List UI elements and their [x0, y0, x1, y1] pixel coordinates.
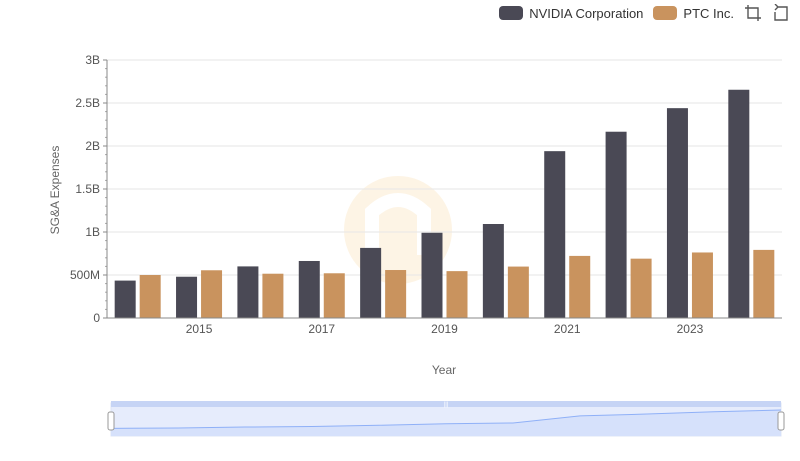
legend-item-ptc[interactable]: PTC Inc. [653, 6, 734, 21]
bars-group [114, 89, 775, 318]
bar-ptc-2018[interactable] [385, 270, 407, 318]
bar-ptc-2021[interactable] [569, 255, 591, 318]
range-slider[interactable]: ||| [107, 401, 785, 437]
y-axis-title: SG&A Expenses [48, 146, 62, 235]
bar-ptc-2014[interactable] [139, 275, 161, 318]
bar-nvidia-2018[interactable] [360, 247, 382, 318]
bar-ptc-2016[interactable] [262, 273, 284, 318]
slider-top-bar[interactable] [111, 401, 781, 407]
bar-ptc-2020[interactable] [507, 266, 529, 318]
slider-handle-right[interactable] [777, 411, 785, 431]
slider-grip[interactable]: ||| [444, 402, 449, 408]
bar-ptc-2023[interactable] [691, 252, 713, 318]
y-tick-label: 2B [85, 139, 100, 153]
legend-swatch [653, 6, 678, 20]
bar-ptc-2015[interactable] [201, 270, 223, 318]
slider-handle-left[interactable] [107, 411, 115, 431]
y-tick-label: 1B [85, 225, 100, 239]
crop-zoom-icon[interactable] [744, 4, 762, 22]
slider-area [111, 410, 781, 436]
bar-nvidia-2020[interactable] [482, 224, 504, 318]
bar-ptc-2017[interactable] [323, 273, 345, 318]
reset-icon[interactable] [772, 3, 790, 22]
bar-nvidia-2016[interactable] [237, 266, 259, 318]
y-tick-label: 500M [70, 268, 100, 282]
bar-nvidia-2024[interactable] [728, 89, 750, 318]
x-tick-label: 2023 [677, 322, 704, 336]
x-tick-label: 2017 [308, 322, 335, 336]
y-tick-label: 3B [85, 53, 100, 67]
y-tick-label: 2.5B [75, 96, 100, 110]
x-axis-title: Year [432, 363, 456, 377]
bar-nvidia-2021[interactable] [544, 151, 566, 318]
slider-line [110, 409, 782, 429]
bar-ptc-2024[interactable] [753, 249, 775, 318]
bar-nvidia-2017[interactable] [298, 260, 320, 318]
bar-ptc-2019[interactable] [446, 271, 468, 318]
y-tick-label: 0 [93, 311, 100, 325]
legend-label: PTC Inc. [683, 5, 734, 21]
y-tick-label: 1.5B [75, 182, 100, 196]
x-tick-label: 2021 [554, 322, 581, 336]
bar-nvidia-2022[interactable] [605, 131, 627, 318]
bar-nvidia-2015[interactable] [176, 276, 198, 318]
legend: NVIDIA Corporation PTC Inc. [499, 3, 790, 22]
x-tick-label: 2015 [186, 322, 213, 336]
bar-ptc-2022[interactable] [630, 258, 652, 318]
legend-label: NVIDIA Corporation [529, 5, 644, 21]
bar-nvidia-2019[interactable] [421, 232, 443, 318]
axes-group: 0 500M 1B 1.5B 2B 2.5B 3B 2015 2017 2019 2021 2023 [70, 53, 782, 336]
bar-nvidia-2014[interactable] [114, 280, 136, 318]
bar-nvidia-2023[interactable] [666, 108, 688, 318]
x-tick-label: 2019 [431, 322, 458, 336]
legend-swatch [499, 6, 524, 20]
legend-item-nvidia[interactable]: NVIDIA Corporation [499, 6, 643, 21]
